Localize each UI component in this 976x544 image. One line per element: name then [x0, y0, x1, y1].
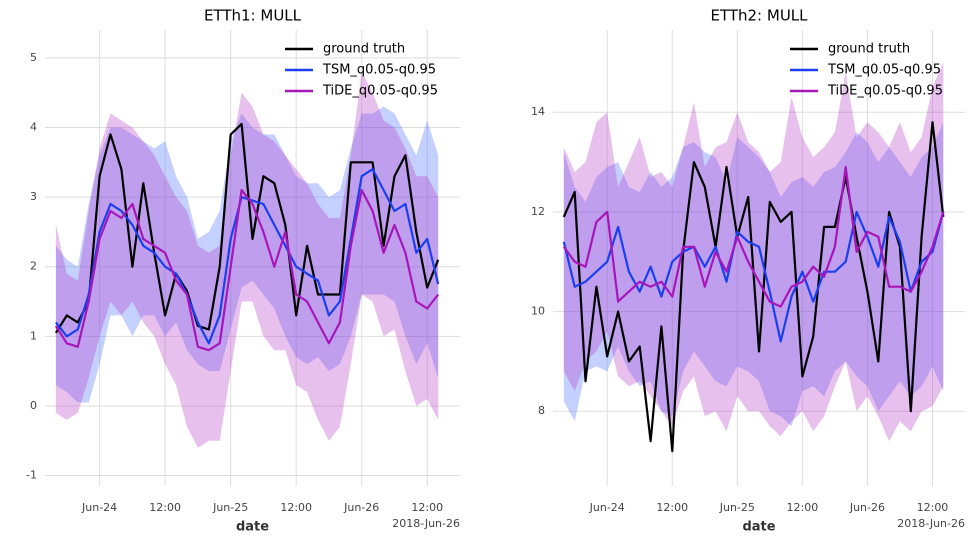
series-line	[562, 165, 945, 308]
x-tick-label: 12:00	[656, 501, 688, 514]
legend-label: ground truth	[828, 42, 910, 57]
x-tick-label: Jun-25	[212, 501, 248, 514]
quantile-band	[55, 71, 439, 448]
y-tick-label: 8	[538, 404, 545, 417]
series-line	[562, 121, 945, 453]
y-tick-label: 5	[30, 51, 37, 64]
y-tick-label: 10	[531, 305, 545, 318]
y-tick-label: 3	[30, 190, 37, 203]
series-line	[55, 168, 440, 345]
legend-label: TiDE_q0.05-q0.95	[827, 84, 943, 99]
x-tick-label: Jun-25	[719, 501, 755, 514]
legend-label: TSM_q0.05-q0.95	[322, 63, 436, 78]
legend-label: TSM_q0.05-q0.95	[827, 63, 941, 78]
x-tick-label: 12:00	[149, 501, 181, 514]
x-tick-label: 12:00	[411, 501, 443, 514]
y-tick-label: 12	[531, 205, 545, 218]
x-axis-label: date	[236, 520, 269, 535]
legend-label: TiDE_q0.05-q0.95	[322, 84, 438, 99]
x-tick-label: Jun-26	[343, 501, 379, 514]
x-tick-label: Jun-24	[589, 501, 625, 514]
y-tick-label: 14	[531, 105, 545, 118]
x-axis-label: date	[742, 520, 775, 535]
chart-title: ETTh2: MULL	[710, 7, 808, 25]
x-offset-label: 2018-Jun-26	[897, 517, 965, 530]
x-tick-label: 12:00	[280, 501, 312, 514]
x-offset-label: 2018-Jun-26	[392, 517, 460, 530]
quantile-band	[55, 106, 439, 403]
x-tick-label: 12:00	[917, 501, 949, 514]
x-tick-label: 12:00	[787, 501, 819, 514]
series-line	[54, 122, 440, 334]
series-line	[562, 210, 945, 343]
series-line	[54, 189, 440, 352]
y-tick-label: -1	[26, 469, 37, 482]
y-tick-label: 2	[30, 260, 37, 273]
legend-label: ground truth	[323, 42, 405, 57]
y-tick-label: 0	[30, 399, 37, 412]
x-tick-label: Jun-24	[81, 501, 117, 514]
y-tick-label: 1	[30, 329, 37, 342]
x-tick-label: Jun-26	[849, 501, 885, 514]
chart-title: ETTh1: MULL	[204, 7, 302, 25]
y-tick-label: 4	[30, 120, 37, 133]
